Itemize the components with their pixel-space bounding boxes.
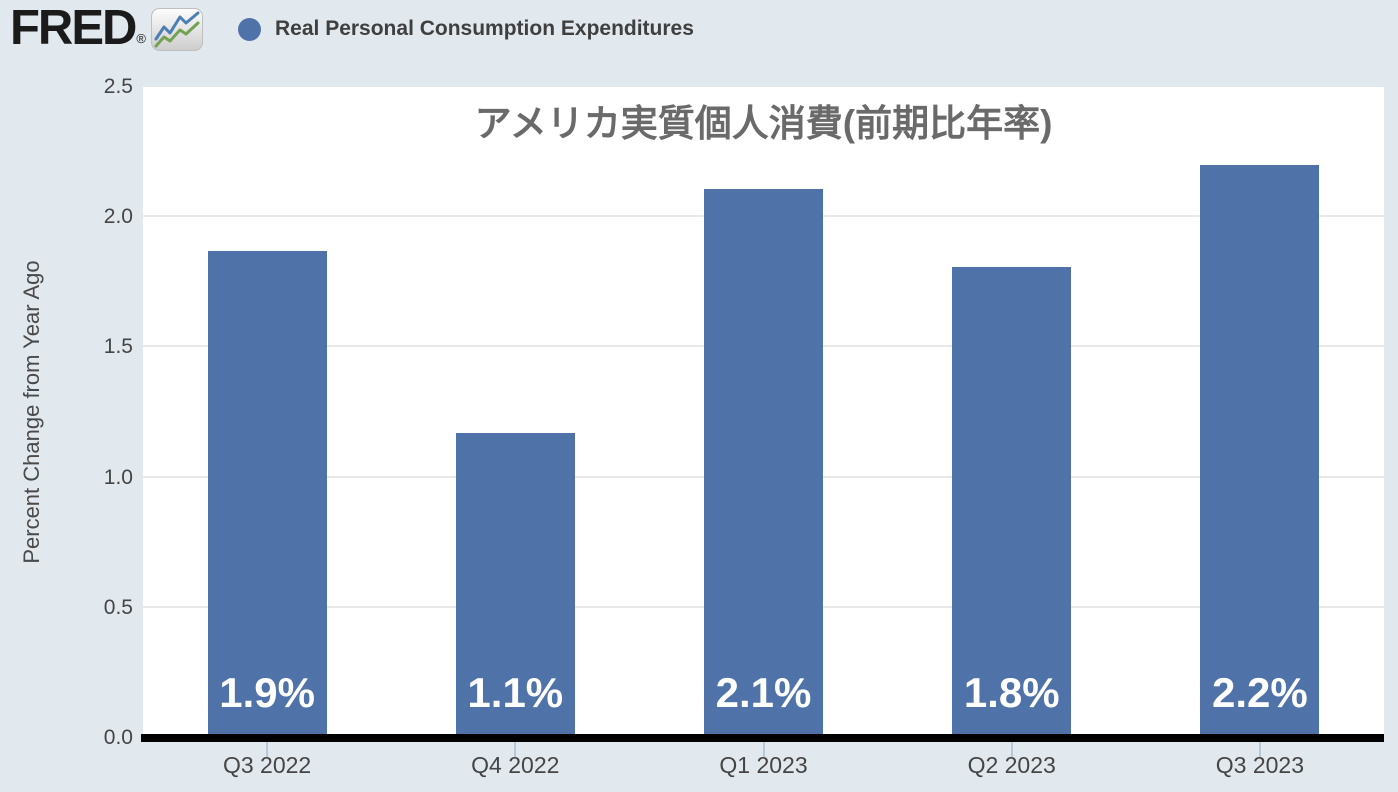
y-tick-label: 1.0 xyxy=(103,465,133,489)
x-axis-label: Q3 2023 xyxy=(1215,752,1305,778)
bar-value-label: 2.2% xyxy=(1212,669,1308,716)
y-axis-title: Percent Change from Year Ago xyxy=(19,260,44,564)
bar-value-label: 1.9% xyxy=(219,669,315,716)
x-axis-label: Q3 2022 xyxy=(222,752,312,778)
bar-value-label: 1.1% xyxy=(467,669,564,716)
legend-series-label[interactable]: Real Personal Consumption Expenditures xyxy=(275,17,694,40)
x-axis-zero-line xyxy=(141,734,1384,742)
series-legend: Real Personal Consumption Expenditures xyxy=(238,17,694,41)
x-axis-label: Q4 2022 xyxy=(471,752,560,778)
x-axis-label: Q1 2023 xyxy=(719,752,808,778)
x-tick-mark xyxy=(514,742,517,757)
y-tick-label: 2.5 xyxy=(103,75,133,98)
bar[interactable]: 1.9% xyxy=(207,251,327,734)
y-tick-label: 2.0 xyxy=(103,205,133,229)
x-tick-mark xyxy=(762,742,765,757)
y-tick-label: 1.5 xyxy=(103,335,133,359)
y-tick-label: 0.5 xyxy=(103,595,133,619)
x-tick-mark xyxy=(1010,742,1013,757)
chart-title: アメリカ実質個人消費(前期比年率) xyxy=(474,103,1053,144)
header: FRED ® Real Personal Consumption Expendi… xyxy=(0,0,1398,60)
x-tick-mark xyxy=(266,742,269,757)
fred-logo-chart-icon xyxy=(150,8,203,51)
bar[interactable]: 2.1% xyxy=(704,188,823,734)
plot-area: アメリカ実質個人消費(前期比年率) 1.9% 1.1% 2.1% 1.8% 2.2% xyxy=(143,87,1384,734)
fred-logo-text: FRED xyxy=(10,1,137,55)
bar-value-label: 2.1% xyxy=(715,669,812,716)
x-tick-mark xyxy=(1258,742,1261,757)
y-tick-label: 0.0 xyxy=(103,726,133,749)
bar[interactable]: 1.8% xyxy=(952,266,1072,734)
bar[interactable]: 1.1% xyxy=(455,433,575,734)
registered-trademark-mark: ® xyxy=(136,31,146,46)
x-axis-label: Q2 2023 xyxy=(967,752,1056,778)
bar-value-label: 1.8% xyxy=(963,669,1060,716)
fred-logo[interactable]: FRED ® xyxy=(10,2,203,54)
bar[interactable]: 2.2% xyxy=(1200,165,1320,734)
legend-dot-icon xyxy=(238,17,261,41)
